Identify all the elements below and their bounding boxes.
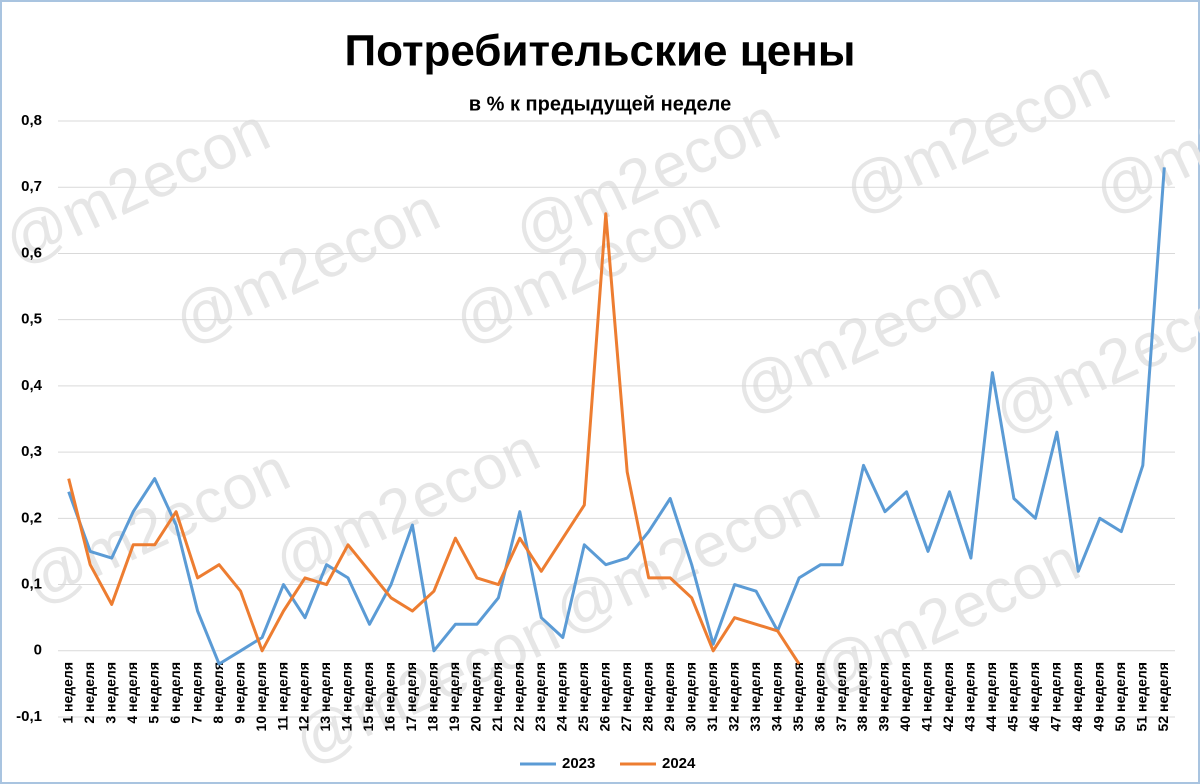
x-tick-label: 29 неделя xyxy=(661,662,677,731)
y-tick-label: 0,6 xyxy=(21,244,42,261)
x-tick-label: 50 неделя xyxy=(1112,662,1128,731)
x-tick-label: 52 неделя xyxy=(1155,662,1171,731)
x-tick-label: 46 неделя xyxy=(1026,662,1042,731)
x-tick-label: 6 неделя xyxy=(167,662,183,724)
x-tick-label: 2 неделя xyxy=(81,662,97,724)
x-tick-label: 33 неделя xyxy=(747,662,763,731)
x-tick-label: 39 неделя xyxy=(876,662,892,731)
y-tick-label: 0,2 xyxy=(21,509,42,526)
x-tick-label: 12 неделя xyxy=(296,662,312,731)
x-tick-label: 5 неделя xyxy=(145,662,161,724)
x-tick-label: 41 неделя xyxy=(919,662,935,731)
x-tick-label: 11 неделя xyxy=(274,662,290,731)
x-tick-label: 27 неделя xyxy=(618,662,634,731)
x-tick-label: 18 неделя xyxy=(425,662,441,731)
y-tick-label: 0 xyxy=(34,642,42,659)
x-tick-label: 23 неделя xyxy=(532,662,548,731)
x-tick-label: 14 неделя xyxy=(339,662,355,731)
x-tick-label: 10 неделя xyxy=(253,662,269,731)
x-tick-label: 51 неделя xyxy=(1133,662,1149,731)
x-tick-label: 38 неделя xyxy=(854,662,870,731)
y-tick-label: 0,1 xyxy=(21,576,42,593)
x-tick-label: 25 неделя xyxy=(575,662,591,731)
x-tick-label: 28 неделя xyxy=(639,662,655,731)
y-tick-label: 0,7 xyxy=(21,178,42,195)
chart-title: Потребительские цены xyxy=(345,27,856,76)
x-tick-label: 32 неделя xyxy=(725,662,741,731)
x-tick-label: 45 неделя xyxy=(1005,662,1021,731)
x-tick-label: 31 неделя xyxy=(704,662,720,731)
x-tick-label: 22 неделя xyxy=(511,662,527,731)
y-tick-label: 0,5 xyxy=(21,311,42,328)
x-tick-label: 7 неделя xyxy=(188,662,204,724)
x-tick-label: 3 неделя xyxy=(102,662,118,724)
chart-subtitle: в % к предыдущей неделе xyxy=(469,93,731,115)
x-tick-label: 42 неделя xyxy=(940,662,956,731)
y-tick-label: -0,1 xyxy=(16,708,42,725)
x-tick-label: 30 неделя xyxy=(682,662,698,731)
x-tick-label: 48 неделя xyxy=(1069,662,1085,731)
x-tick-label: 16 неделя xyxy=(382,662,398,731)
x-tick-label: 40 неделя xyxy=(897,662,913,731)
x-tick-label: 49 неделя xyxy=(1091,662,1107,731)
x-tick-label: 13 неделя xyxy=(317,662,333,731)
series-line xyxy=(67,212,801,665)
x-tick-label: 47 неделя xyxy=(1048,662,1064,731)
x-tick-label: 34 неделя xyxy=(768,662,784,731)
x-tick-label: 20 неделя xyxy=(468,662,484,731)
x-tick-label: 36 неделя xyxy=(811,662,827,731)
x-tick-label: 15 неделя xyxy=(360,662,376,731)
x-tick-label: 43 неделя xyxy=(962,662,978,731)
series-line xyxy=(67,167,1166,666)
x-tick-label: 24 неделя xyxy=(554,662,570,731)
x-tick-label: 37 неделя xyxy=(833,662,849,731)
x-tick-label: 26 неделя xyxy=(596,662,612,731)
y-tick-label: 0,4 xyxy=(21,377,43,394)
legend-label: 2024 xyxy=(662,755,696,772)
x-tick-label: 21 неделя xyxy=(489,662,505,731)
x-tick-label: 1 неделя xyxy=(59,662,75,724)
x-tick-label: 4 неделя xyxy=(124,662,140,724)
x-tick-label: 8 неделя xyxy=(210,662,226,724)
x-tick-label: 17 неделя xyxy=(403,662,419,731)
x-tick-label: 9 неделя xyxy=(231,662,247,724)
x-tick-label: 44 неделя xyxy=(983,662,999,731)
y-tick-label: 0,3 xyxy=(21,443,42,460)
legend-label: 2023 xyxy=(562,755,595,772)
x-tick-label: 35 неделя xyxy=(790,662,806,731)
x-tick-label: 19 неделя xyxy=(446,662,462,731)
y-tick-label: 0,8 xyxy=(21,112,42,129)
